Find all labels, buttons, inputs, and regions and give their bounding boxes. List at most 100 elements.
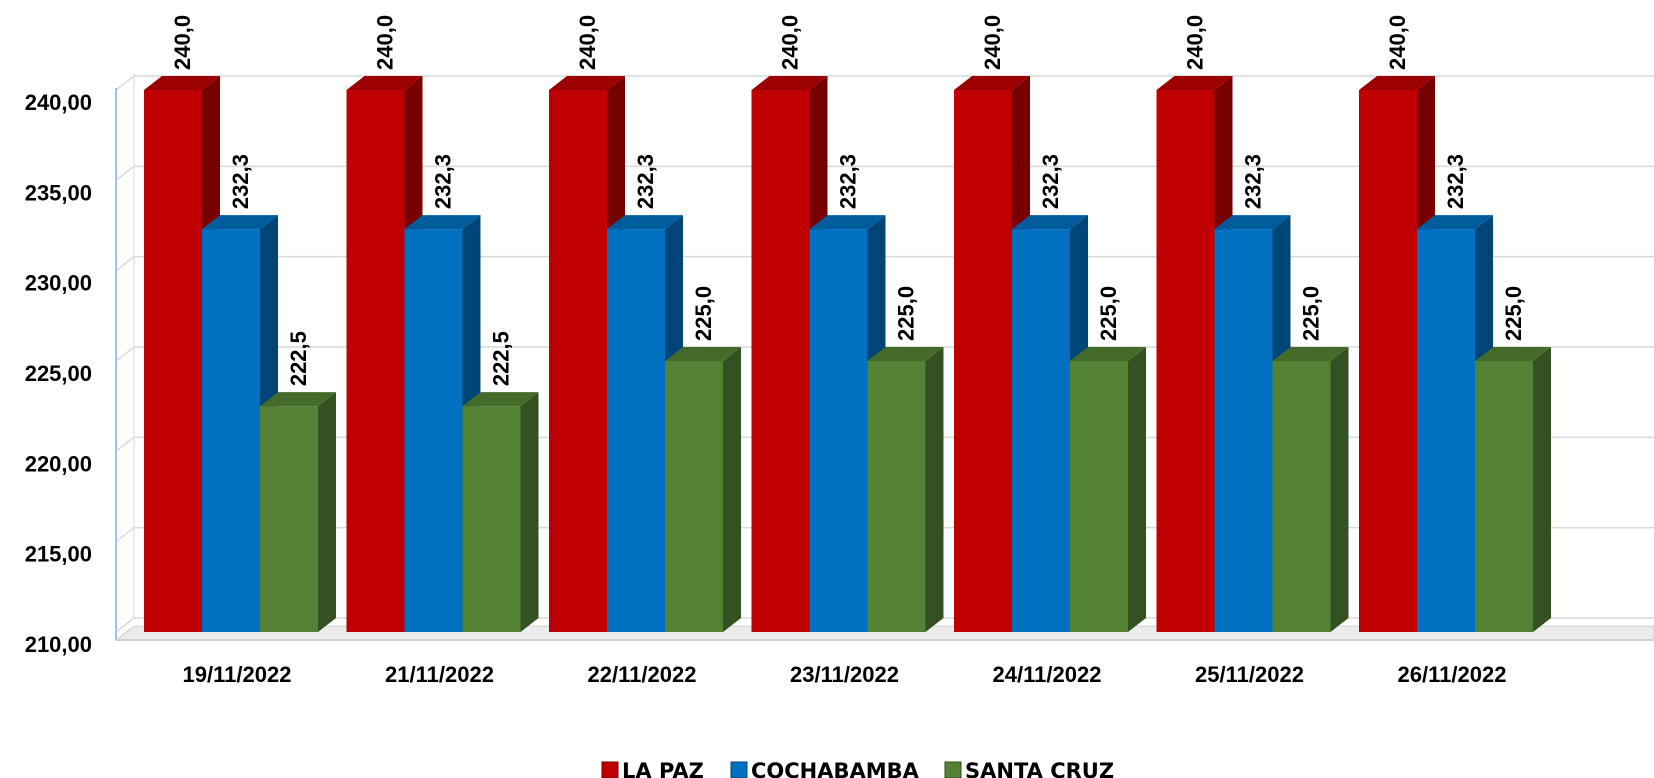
data-label: 232,3 — [1038, 154, 1063, 209]
x-axis-ticks: 19/11/2022 21/11/2022 22/11/2022 23/11/2022… — [183, 662, 1507, 687]
bar-front — [346, 90, 405, 632]
bars — [144, 76, 1551, 632]
bar-front — [1156, 90, 1215, 632]
bar-top — [462, 392, 539, 407]
bar-front — [809, 229, 868, 632]
data-label: 240,0 — [1183, 15, 1208, 70]
y-tick-label: 225,00 — [25, 361, 92, 386]
legend-item: LA PAZ — [601, 759, 704, 778]
data-label: 225,0 — [1501, 286, 1526, 341]
data-label: 240,0 — [980, 15, 1005, 70]
bar-top — [1070, 347, 1146, 361]
bar — [144, 76, 220, 632]
bar-top — [665, 347, 741, 361]
bar — [462, 392, 539, 632]
legend-label: SANTA CRUZ — [965, 759, 1114, 778]
bar-top — [1417, 215, 1493, 230]
bar-top — [867, 347, 944, 361]
x-tick-label: 26/11/2022 — [1398, 662, 1507, 687]
legend-label: LA PAZ — [622, 759, 704, 778]
bar-front — [1359, 90, 1417, 632]
bar-front — [549, 90, 607, 632]
bar-top — [404, 215, 481, 230]
bar — [665, 347, 741, 632]
gridline-connector — [115, 436, 135, 452]
data-label: 225,0 — [894, 286, 919, 341]
bar-top — [549, 76, 625, 90]
bar-side — [1330, 347, 1349, 632]
bar-top — [1012, 215, 1088, 230]
legend-label: COCHABAMBA — [751, 759, 920, 778]
data-label: 232,3 — [228, 154, 253, 209]
bar-front — [751, 90, 810, 632]
gridline-connector — [115, 75, 135, 91]
legend-swatch — [601, 761, 619, 778]
data-label: 240,0 — [373, 15, 398, 70]
bar-front — [954, 90, 1012, 632]
legend-item: COCHABAMBA — [730, 759, 920, 778]
y-tick-label: 230,00 — [25, 271, 92, 296]
bar-top — [607, 215, 683, 230]
data-label: 225,0 — [1096, 286, 1121, 341]
gridline-connector — [115, 165, 135, 181]
bar-top — [1156, 76, 1233, 90]
y-tick-label: 215,00 — [25, 542, 92, 567]
bar-front — [202, 229, 260, 632]
data-label: 240,0 — [170, 15, 195, 70]
bar-front — [462, 406, 521, 632]
y-tick-label: 240,00 — [25, 90, 92, 115]
bar-front — [607, 229, 665, 632]
bar — [1070, 347, 1146, 632]
data-label: 222,5 — [489, 331, 514, 386]
bar-top — [954, 76, 1030, 90]
data-label: 232,3 — [431, 154, 456, 209]
bar-front — [1012, 229, 1070, 632]
data-labels: 240,0 232,3 222,5 240,0 232,3 222,5 240,0 232,3… — [170, 15, 1526, 386]
bar-front — [1070, 361, 1128, 632]
gridline-connector — [115, 256, 135, 272]
data-label: 240,0 — [575, 15, 600, 70]
x-tick-label: 24/11/2022 — [993, 662, 1102, 687]
x-tick-label: 23/11/2022 — [790, 662, 899, 687]
gridline-connector — [115, 527, 135, 543]
bar-front — [144, 90, 202, 632]
x-tick-label: 19/11/2022 — [183, 662, 292, 687]
bar-front — [1417, 229, 1475, 632]
bar-top — [1272, 347, 1349, 361]
bar-front — [1214, 229, 1273, 632]
data-label: 225,0 — [691, 286, 716, 341]
bar-front — [665, 361, 723, 632]
gridline-connector — [115, 346, 135, 362]
bar-front — [1272, 361, 1331, 632]
data-label: 225,0 — [1299, 286, 1324, 341]
bar — [260, 392, 336, 632]
bar-top — [1214, 215, 1291, 230]
data-label: 232,3 — [1443, 154, 1468, 209]
data-label: 232,3 — [836, 154, 861, 209]
bar-front — [260, 406, 318, 632]
bar — [1214, 215, 1291, 632]
legend-swatch — [944, 761, 962, 778]
bar-side — [318, 392, 336, 632]
y-axis-ticks: 210,00 215,00 220,00 225,00 230,00 235,00 240,… — [25, 90, 92, 657]
bar-top — [809, 215, 886, 230]
bar-front — [404, 229, 463, 632]
bar-top — [144, 76, 220, 90]
bar-front — [867, 361, 926, 632]
bar-top — [1359, 76, 1435, 90]
y-tick-label: 235,00 — [25, 180, 92, 205]
bar-front — [1475, 361, 1533, 632]
y-tick-label: 220,00 — [25, 451, 92, 476]
bar — [1475, 347, 1551, 632]
legend: LA PAZ COCHABAMBA SANTA CRUZ — [601, 759, 1114, 778]
legend-item: SANTA CRUZ — [944, 759, 1114, 778]
bar-side — [925, 347, 944, 632]
data-label: 240,0 — [778, 15, 803, 70]
x-tick-label: 21/11/2022 — [385, 662, 494, 687]
bar-side — [723, 347, 741, 632]
bar-top — [202, 215, 278, 230]
bar-side — [520, 392, 539, 632]
bar — [1272, 347, 1349, 632]
data-label: 232,3 — [633, 154, 658, 209]
